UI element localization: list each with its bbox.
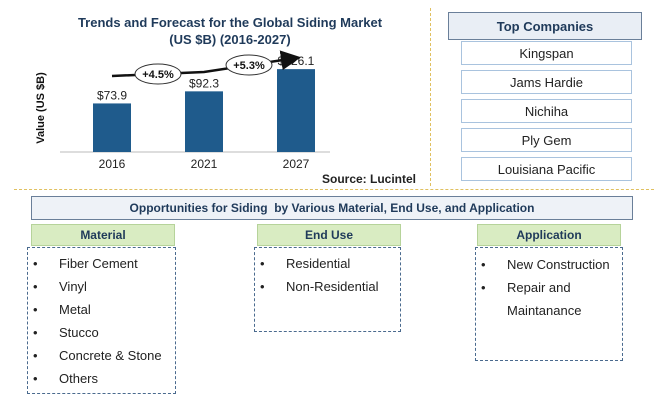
list-item-label: Stucco	[59, 325, 99, 340]
material-list-box: • Fiber Cement • Vinyl • Metal • Stucco • Con…	[27, 247, 176, 394]
list-item-label: Others	[59, 371, 99, 386]
company-item: Louisiana Pacific	[461, 157, 632, 181]
company-item: Kingspan	[461, 41, 632, 65]
list-item: • Others	[28, 371, 175, 394]
list-item-label: New Construction	[507, 257, 610, 272]
growth-bubble	[134, 63, 182, 85]
bar-2016	[93, 103, 131, 152]
bullet-icon: •	[33, 279, 38, 294]
bullet-icon: •	[33, 302, 38, 317]
bar-2021	[185, 91, 223, 152]
chart-source: Source: Lucintel	[322, 172, 417, 186]
material-header: Material	[31, 224, 175, 246]
top-companies-header: Top Companies	[448, 12, 642, 40]
chart-title: Trends and Forecast for the Global Sidin…	[50, 14, 410, 48]
bullet-icon: •	[481, 280, 486, 295]
x-tick-label: 2021	[191, 157, 218, 171]
list-item: • Residential	[255, 256, 400, 279]
horizontal-divider	[14, 189, 654, 190]
list-item-label: Repair and	[507, 280, 571, 295]
list-item-label: Concrete & Stone	[59, 348, 162, 363]
list-item-label: Fiber Cement	[59, 256, 138, 271]
list-item: • Stucco	[28, 325, 175, 348]
end-use-header: End Use	[257, 224, 401, 246]
list-item-label: Residential	[286, 256, 351, 271]
bullet-icon: •	[260, 279, 265, 294]
list-item: • New Construction	[476, 257, 622, 280]
list-item-label: Maintanance	[507, 303, 582, 318]
growth-bubble	[225, 54, 273, 76]
list-item: • Non-Residential	[255, 279, 400, 302]
list-item-label: Non-Residential	[286, 279, 379, 294]
list-item: • Concrete & Stone	[28, 348, 175, 371]
list-item: • Metal	[28, 302, 175, 325]
company-item: Ply Gem	[461, 128, 632, 152]
list-item: • Fiber Cement	[28, 256, 175, 279]
growth-rate-label: +4.5%	[142, 69, 174, 81]
company-item: Jams Hardie	[461, 70, 632, 94]
bullet-icon: •	[33, 325, 38, 340]
data-label: $92.3	[189, 76, 219, 90]
bullet-icon: •	[33, 371, 38, 386]
chart-title-line-1: Trends and Forecast for the Global Sidin…	[77, 15, 383, 30]
x-tick-label: 2027	[283, 157, 310, 171]
list-item-label: Vinyl	[59, 279, 87, 294]
x-tick-label: 2016	[99, 157, 126, 171]
bullet-icon: •	[260, 256, 265, 271]
bullet-icon: •	[481, 257, 486, 272]
end-use-list-box: • Residential • Non-Residential	[254, 247, 401, 332]
data-label: $73.9	[97, 88, 127, 102]
growth-rate-label: +5.3%	[233, 60, 265, 72]
list-item: • Repair and	[476, 280, 622, 303]
y-axis-label: Value (US $B)	[35, 72, 47, 144]
bullet-icon: •	[33, 348, 38, 363]
bar-2027	[277, 69, 315, 152]
bullet-icon: •	[33, 256, 38, 271]
company-item: Nichiha	[461, 99, 632, 123]
application-list-box: • New Construction • Repair and Maintananc…	[475, 247, 623, 361]
list-item: Maintanance	[476, 303, 622, 326]
list-item-label: Metal	[59, 302, 91, 317]
chart-title-line-2: (US $B) (2016-2027)	[169, 32, 291, 47]
vertical-divider	[430, 8, 431, 186]
opportunities-banner: Opportunities for Siding by Various Mate…	[31, 196, 633, 220]
bar-chart: Value (US $B) $73.92016$92.32021$126.1202…	[35, 50, 330, 171]
list-item: • Vinyl	[28, 279, 175, 302]
application-header: Application	[477, 224, 621, 246]
